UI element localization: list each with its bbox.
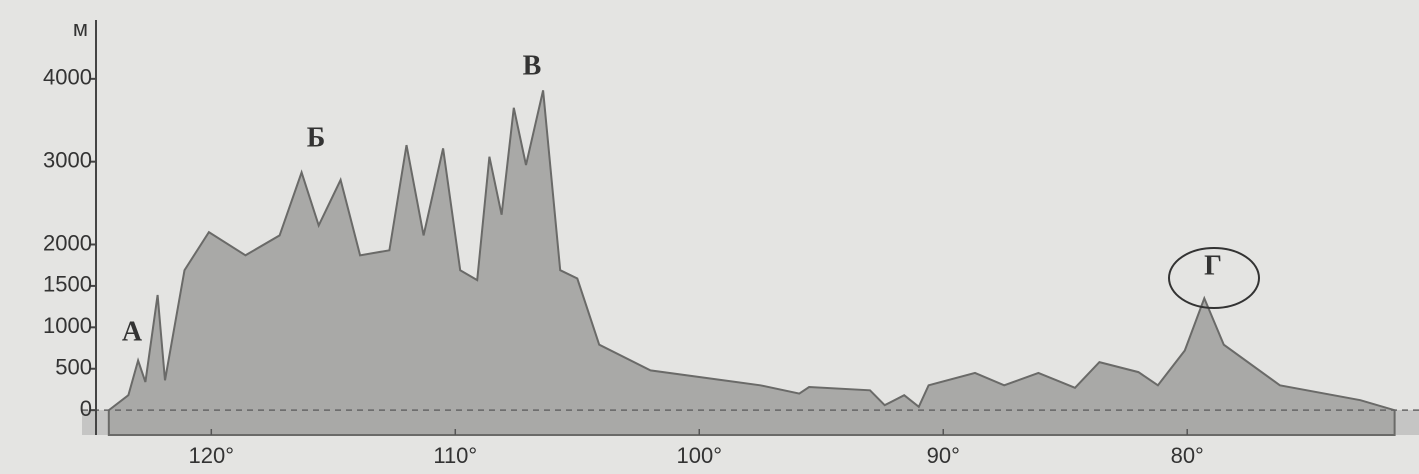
y-tick-label: 2000 [43,230,92,255]
y-tick-label: 1500 [43,272,92,297]
peak-label: Г [1204,250,1222,281]
peak-label: В [523,50,542,81]
x-tick-label: 80° [1171,443,1204,468]
x-tick-label: 120° [189,443,235,468]
circle-mark [1168,247,1260,309]
peak-label: А [122,316,143,347]
peak-label: Б [307,122,326,153]
x-tick-label: 100° [677,443,723,468]
y-tick-label: 0 [80,396,92,421]
x-tick-label: 90° [927,443,960,468]
y-tick-label: 4000 [43,65,92,90]
y-tick-label: 1000 [43,313,92,338]
x-tick-label: 110° [433,443,477,468]
y-tick-label: 500 [55,355,92,380]
profile-area [107,90,1396,436]
y-tick-label: 3000 [43,147,92,172]
y-axis-label: м [73,16,88,41]
